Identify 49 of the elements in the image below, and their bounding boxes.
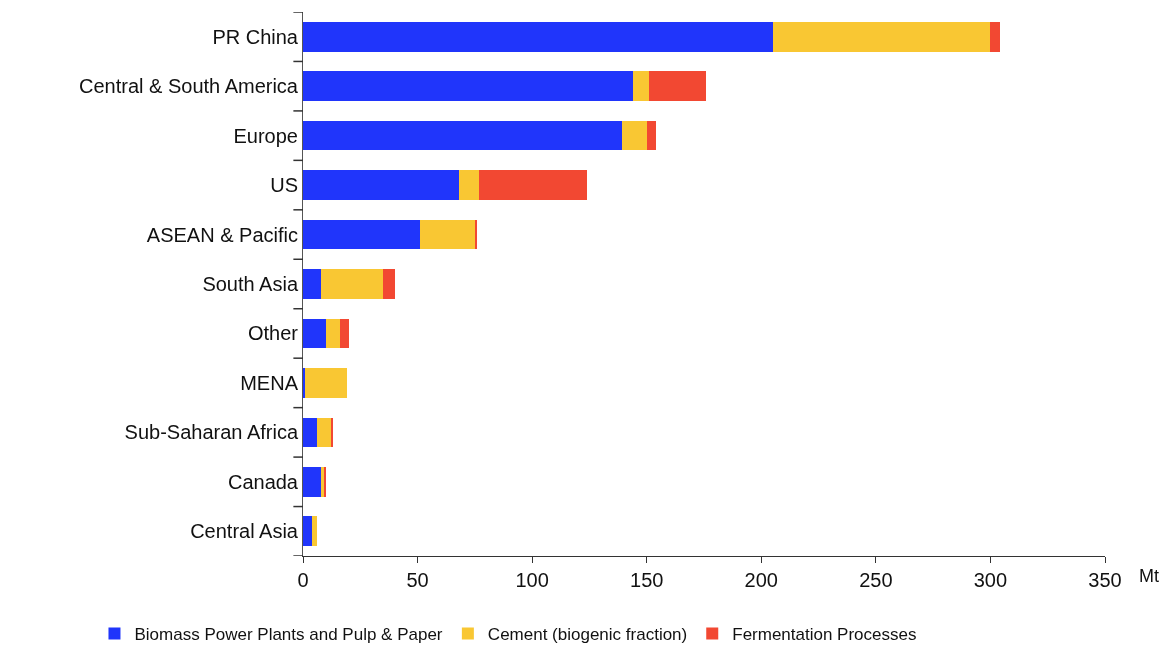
- legend-label: Fermentation Processes: [732, 625, 917, 645]
- y-tick-label: US: [270, 174, 298, 197]
- y-tick-label: PR China: [212, 25, 299, 48]
- bar: [303, 269, 322, 299]
- x-tick-label: 300: [973, 569, 1008, 591]
- bar: [303, 170, 459, 200]
- bar: [325, 318, 340, 349]
- bar: [303, 71, 633, 102]
- x-tick-label: 50: [406, 569, 429, 591]
- y-tick-label: Canada: [227, 470, 299, 493]
- x-tick-label: 250: [859, 569, 893, 591]
- legend-label: Biomass Power Plants and Pulp & Paper: [134, 625, 443, 645]
- x-axis-title: Mt: [1139, 566, 1159, 586]
- y-tick-label: Sub-Saharan Africa: [124, 421, 299, 444]
- bar: [646, 120, 656, 151]
- bar: [303, 417, 317, 448]
- bar: [339, 318, 349, 349]
- bar: [303, 318, 326, 349]
- y-tick-label: MENA: [240, 371, 299, 394]
- bar: [458, 170, 480, 200]
- y-tick-label: ASEAN & Pacific: [146, 223, 298, 246]
- x-tick-label: 350: [1088, 569, 1122, 591]
- bar: [479, 170, 588, 200]
- bar: [621, 120, 647, 151]
- bar: [990, 21, 1000, 52]
- bar: [649, 71, 707, 102]
- legend-label: Cement (biogenic fraction): [487, 625, 688, 645]
- bar: [632, 71, 650, 102]
- bar: [303, 219, 420, 250]
- bar: [303, 120, 622, 151]
- x-tick-label: 200: [744, 569, 778, 591]
- bar: [312, 516, 317, 547]
- y-tick-label: South Asia: [202, 273, 299, 295]
- bar: [419, 219, 475, 250]
- x-tick-label: 100: [515, 569, 549, 591]
- x-tick-label: 150: [630, 569, 664, 591]
- bar: [316, 417, 331, 448]
- bar: [321, 269, 384, 299]
- y-tick-label: Other: [247, 322, 299, 345]
- y-tick-label: Europe: [233, 124, 298, 147]
- bar: [305, 368, 347, 398]
- bar: [383, 269, 395, 299]
- bar: [303, 21, 773, 52]
- y-tick-label: Central Asia: [190, 520, 299, 543]
- bar: [772, 21, 991, 52]
- bar: [303, 466, 322, 497]
- x-tick-label: 0: [297, 569, 309, 591]
- y-tick-label: Central & South America: [79, 75, 299, 98]
- bar: [303, 516, 313, 547]
